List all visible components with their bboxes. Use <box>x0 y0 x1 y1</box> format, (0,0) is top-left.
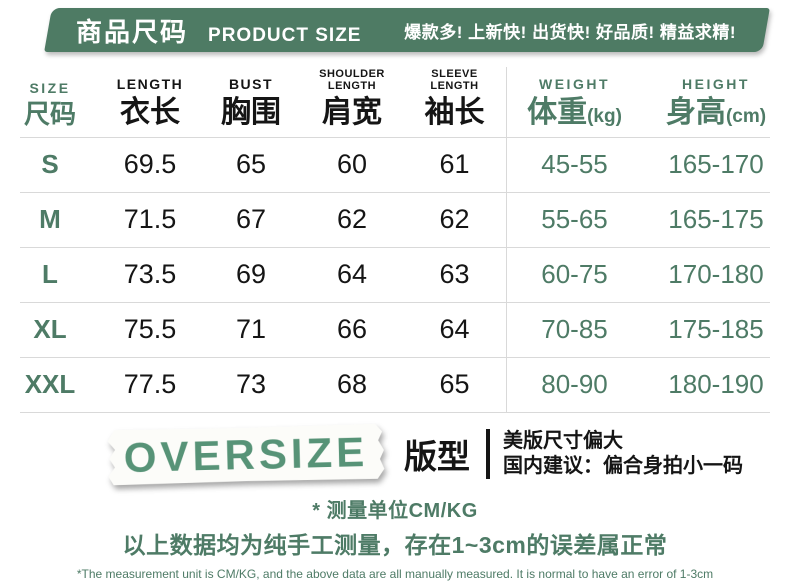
col-header-height-zh-text: 身高 <box>665 95 726 129</box>
unit-note-zh: * 测量单位CM/KG <box>312 500 478 522</box>
length-cell: 69.5 <box>123 149 177 179</box>
weight-cell: 70-85 <box>541 314 608 344</box>
measure-note-en: *The measurement unit is CM/KG, and the … <box>76 567 714 581</box>
col-header-sleeve-zh: 袖长 <box>424 95 485 129</box>
col-header-bust-zh: 胸围 <box>221 95 281 129</box>
row-divider <box>20 192 770 193</box>
height-cell: 170-180 <box>668 259 764 289</box>
bust-cell: 67 <box>235 204 267 234</box>
height-cell: 165-170 <box>668 149 764 179</box>
col-header-length-zh: 衣长 <box>120 95 180 129</box>
fit-advice-line2: 国内建议：偏合身拍小一码 <box>503 455 743 477</box>
weight-cell: 60-75 <box>541 259 608 289</box>
fit-advice-line1: 美版尺寸偏大 <box>503 430 623 452</box>
col-header-weight-en: WEIGHT <box>539 76 610 93</box>
footer-notes: * 测量单位CM/KG 以上数据均为纯手工测量，存在1~3cm的误差属正常 *T… <box>0 494 790 581</box>
weight-cell: 55-65 <box>541 204 608 234</box>
size-cell: L <box>42 259 58 289</box>
length-cell: 77.5 <box>123 369 177 399</box>
row-divider <box>20 247 770 248</box>
oversize-badge-text: OVERSIZE <box>123 427 369 480</box>
size-table: SIZE 尺码 LENGTH 衣长 BUST 胸围 SHOULDER LENGT… <box>0 58 790 413</box>
size-cell: XL <box>33 314 67 344</box>
col-header-weight: WEIGHT 体重(kg) <box>507 76 642 129</box>
fit-advice: 美版尺寸偏大 国内建议：偏合身拍小一码 <box>503 429 743 479</box>
row-divider <box>20 137 770 138</box>
col-header-size-en: SIZE <box>29 80 71 97</box>
table-row-m: M 71.5 67 62 62 55-65 165-175 <box>0 192 790 247</box>
fit-divider-bar <box>486 429 490 479</box>
column-divider <box>506 67 507 412</box>
banner-title-zh: 商品尺码 <box>76 16 189 47</box>
size-cell: M <box>39 204 61 234</box>
col-header-height-zh: 身高(cm) <box>665 95 767 129</box>
col-header-weight-zh: 体重(kg) <box>527 95 622 129</box>
bust-cell: 73 <box>235 369 267 399</box>
height-cell: 180-190 <box>668 369 764 399</box>
col-header-shoulder-en: SHOULDER LENGTH <box>319 68 385 93</box>
sleeve-cell: 64 <box>439 314 470 344</box>
col-header-height: HEIGHT 身高(cm) <box>642 76 790 129</box>
col-header-height-en: HEIGHT <box>682 76 750 93</box>
banner-content: 商品尺码 PRODUCT SIZE 爆款多! 上新快! 出货快! 好品质! 精益… <box>48 8 766 52</box>
col-header-shoulder: SHOULDER LENGTH 肩宽 <box>302 68 402 128</box>
col-header-bust-en: BUST <box>228 76 274 93</box>
size-cell: S <box>41 149 59 179</box>
table-header-row: SIZE 尺码 LENGTH 衣长 BUST 胸围 SHOULDER LENGT… <box>0 58 790 137</box>
col-header-size-zh: 尺码 <box>23 98 76 129</box>
weight-cell: 45-55 <box>541 149 608 179</box>
banner-title-en: PRODUCT SIZE <box>208 24 362 46</box>
col-header-bust: BUST 胸围 <box>200 76 302 129</box>
size-cell: XXL <box>24 369 76 399</box>
oversize-badge: OVERSIZE <box>107 423 384 485</box>
banner-slogan: 爆款多! 上新快! 出货快! 好品质! 精益求精! <box>404 22 736 42</box>
col-header-length: LENGTH 衣长 <box>100 76 200 129</box>
col-header-sleeve-en: SLEEVE LENGTH <box>430 68 479 93</box>
table-row-xl: XL 75.5 71 66 64 70-85 175-185 <box>0 302 790 357</box>
sleeve-cell: 65 <box>439 369 470 399</box>
col-header-weight-unit: (kg) <box>587 105 622 127</box>
size-chart-page: 商品尺码 PRODUCT SIZE 爆款多! 上新快! 出货快! 好品质! 精益… <box>0 8 790 581</box>
row-divider <box>20 412 770 413</box>
bust-cell: 71 <box>235 314 267 344</box>
bust-cell: 69 <box>235 259 267 289</box>
length-cell: 71.5 <box>123 204 177 234</box>
sleeve-cell: 61 <box>439 149 470 179</box>
fit-section: OVERSIZE 版型 美版尺寸偏大 国内建议：偏合身拍小一码 <box>108 424 790 484</box>
col-header-size: SIZE 尺码 <box>0 80 100 129</box>
col-header-height-unit: (cm) <box>725 105 767 127</box>
banner-title: 商品尺码 PRODUCT SIZE <box>76 12 361 49</box>
sleeve-cell: 63 <box>439 259 470 289</box>
height-cell: 175-185 <box>668 314 764 344</box>
oversize-badge-paper: OVERSIZE <box>107 423 384 485</box>
shoulder-cell: 60 <box>336 149 368 179</box>
table-row-s: S 69.5 65 60 61 45-55 165-170 <box>0 137 790 192</box>
col-header-length-en: LENGTH <box>116 76 184 93</box>
shoulder-cell: 62 <box>336 204 368 234</box>
sleeve-cell: 62 <box>439 204 470 234</box>
row-divider <box>20 357 770 358</box>
length-cell: 73.5 <box>123 259 177 289</box>
header-banner: 商品尺码 PRODUCT SIZE 爆款多! 上新快! 出货快! 好品质! 精益… <box>44 8 770 52</box>
height-cell: 165-175 <box>668 204 764 234</box>
col-header-sleeve: SLEEVE LENGTH 袖长 <box>402 68 507 128</box>
length-cell: 75.5 <box>123 314 177 344</box>
col-header-shoulder-zh: 肩宽 <box>322 95 382 129</box>
weight-cell: 80-90 <box>541 369 608 399</box>
bust-cell: 65 <box>235 149 267 179</box>
shoulder-cell: 68 <box>336 369 368 399</box>
shoulder-cell: 66 <box>336 314 368 344</box>
table-row-xxl: XXL 77.5 73 68 65 80-90 180-190 <box>0 357 790 412</box>
col-header-weight-zh-text: 体重 <box>527 95 588 129</box>
table-row-l: L 73.5 69 64 63 60-75 170-180 <box>0 247 790 302</box>
measure-note-zh: 以上数据均为纯手工测量，存在1~3cm的误差属正常 <box>122 532 668 558</box>
row-divider <box>20 302 770 303</box>
fit-type-label: 版型 <box>404 438 470 475</box>
shoulder-cell: 64 <box>336 259 368 289</box>
